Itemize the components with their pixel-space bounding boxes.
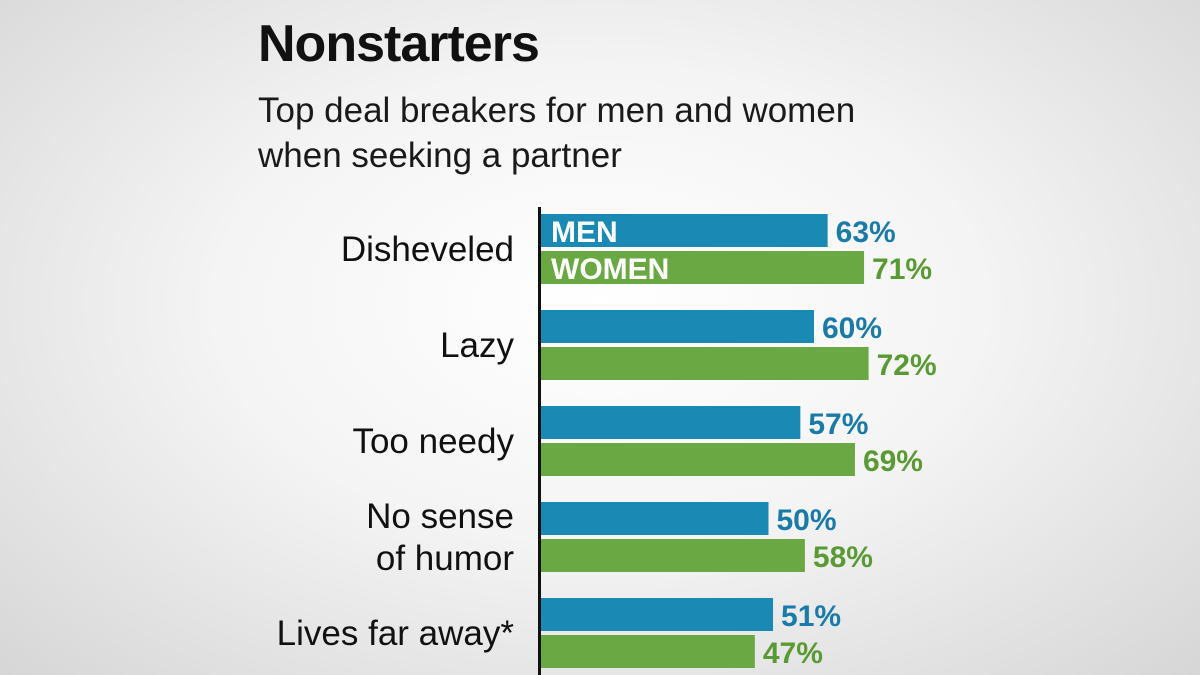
value-label-men-no-sense-of-humor: 50% (777, 504, 837, 537)
bar-men-too-needy (541, 406, 801, 439)
bars-layer: Disheveled 63% MEN 71% WOMEN Lazy 60% 72% Too ne… (277, 214, 937, 670)
value-label-women-too-needy: 69% (863, 445, 923, 478)
bar-women-lives-far-away (541, 635, 755, 668)
bar-women-too-needy (541, 443, 855, 476)
bar-men-disheveled (541, 214, 828, 247)
legend-label-women: WOMEN (551, 253, 669, 286)
value-label-women-no-sense-of-humor: 58% (813, 541, 873, 574)
category-label-no-sense-of-humor: No sense of humor (366, 497, 514, 578)
bar-men-lives-far-away (541, 598, 774, 631)
chart-subtitle: Top deal breakers for men and women when… (258, 91, 856, 175)
value-label-men-disheveled: 63% (836, 216, 896, 249)
category-label-lazy: Lazy (440, 326, 514, 365)
category-label-line: of humor (376, 539, 514, 578)
legend-label-men: MEN (551, 216, 618, 249)
category-label-too-needy: Too needy (352, 422, 514, 461)
bar-men-lazy (541, 310, 814, 343)
bar-women-no-sense-of-humor (541, 539, 805, 572)
category-label-line: Lazy (440, 326, 514, 365)
value-label-men-too-needy: 57% (808, 408, 868, 441)
value-label-women-lives-far-away: 47% (763, 637, 823, 670)
value-label-men-lives-far-away: 51% (781, 600, 841, 633)
category-label-lives-far-away: Lives far away* (277, 614, 515, 653)
chart-title: Nonstarters (258, 15, 540, 73)
category-label-disheveled: Disheveled (341, 230, 514, 269)
value-label-men-lazy: 60% (822, 312, 882, 345)
category-label-line: No sense (366, 497, 514, 536)
bar-men-no-sense-of-humor (541, 502, 769, 535)
category-label-line: Disheveled (341, 230, 514, 269)
category-label-line: Lives far away* (277, 614, 515, 653)
category-label-line: Too needy (352, 422, 514, 461)
value-label-women-disheveled: 71% (872, 253, 932, 286)
bar-women-disheveled (541, 251, 865, 284)
value-label-women-lazy: 72% (877, 349, 937, 382)
bar-women-lazy (541, 347, 869, 380)
